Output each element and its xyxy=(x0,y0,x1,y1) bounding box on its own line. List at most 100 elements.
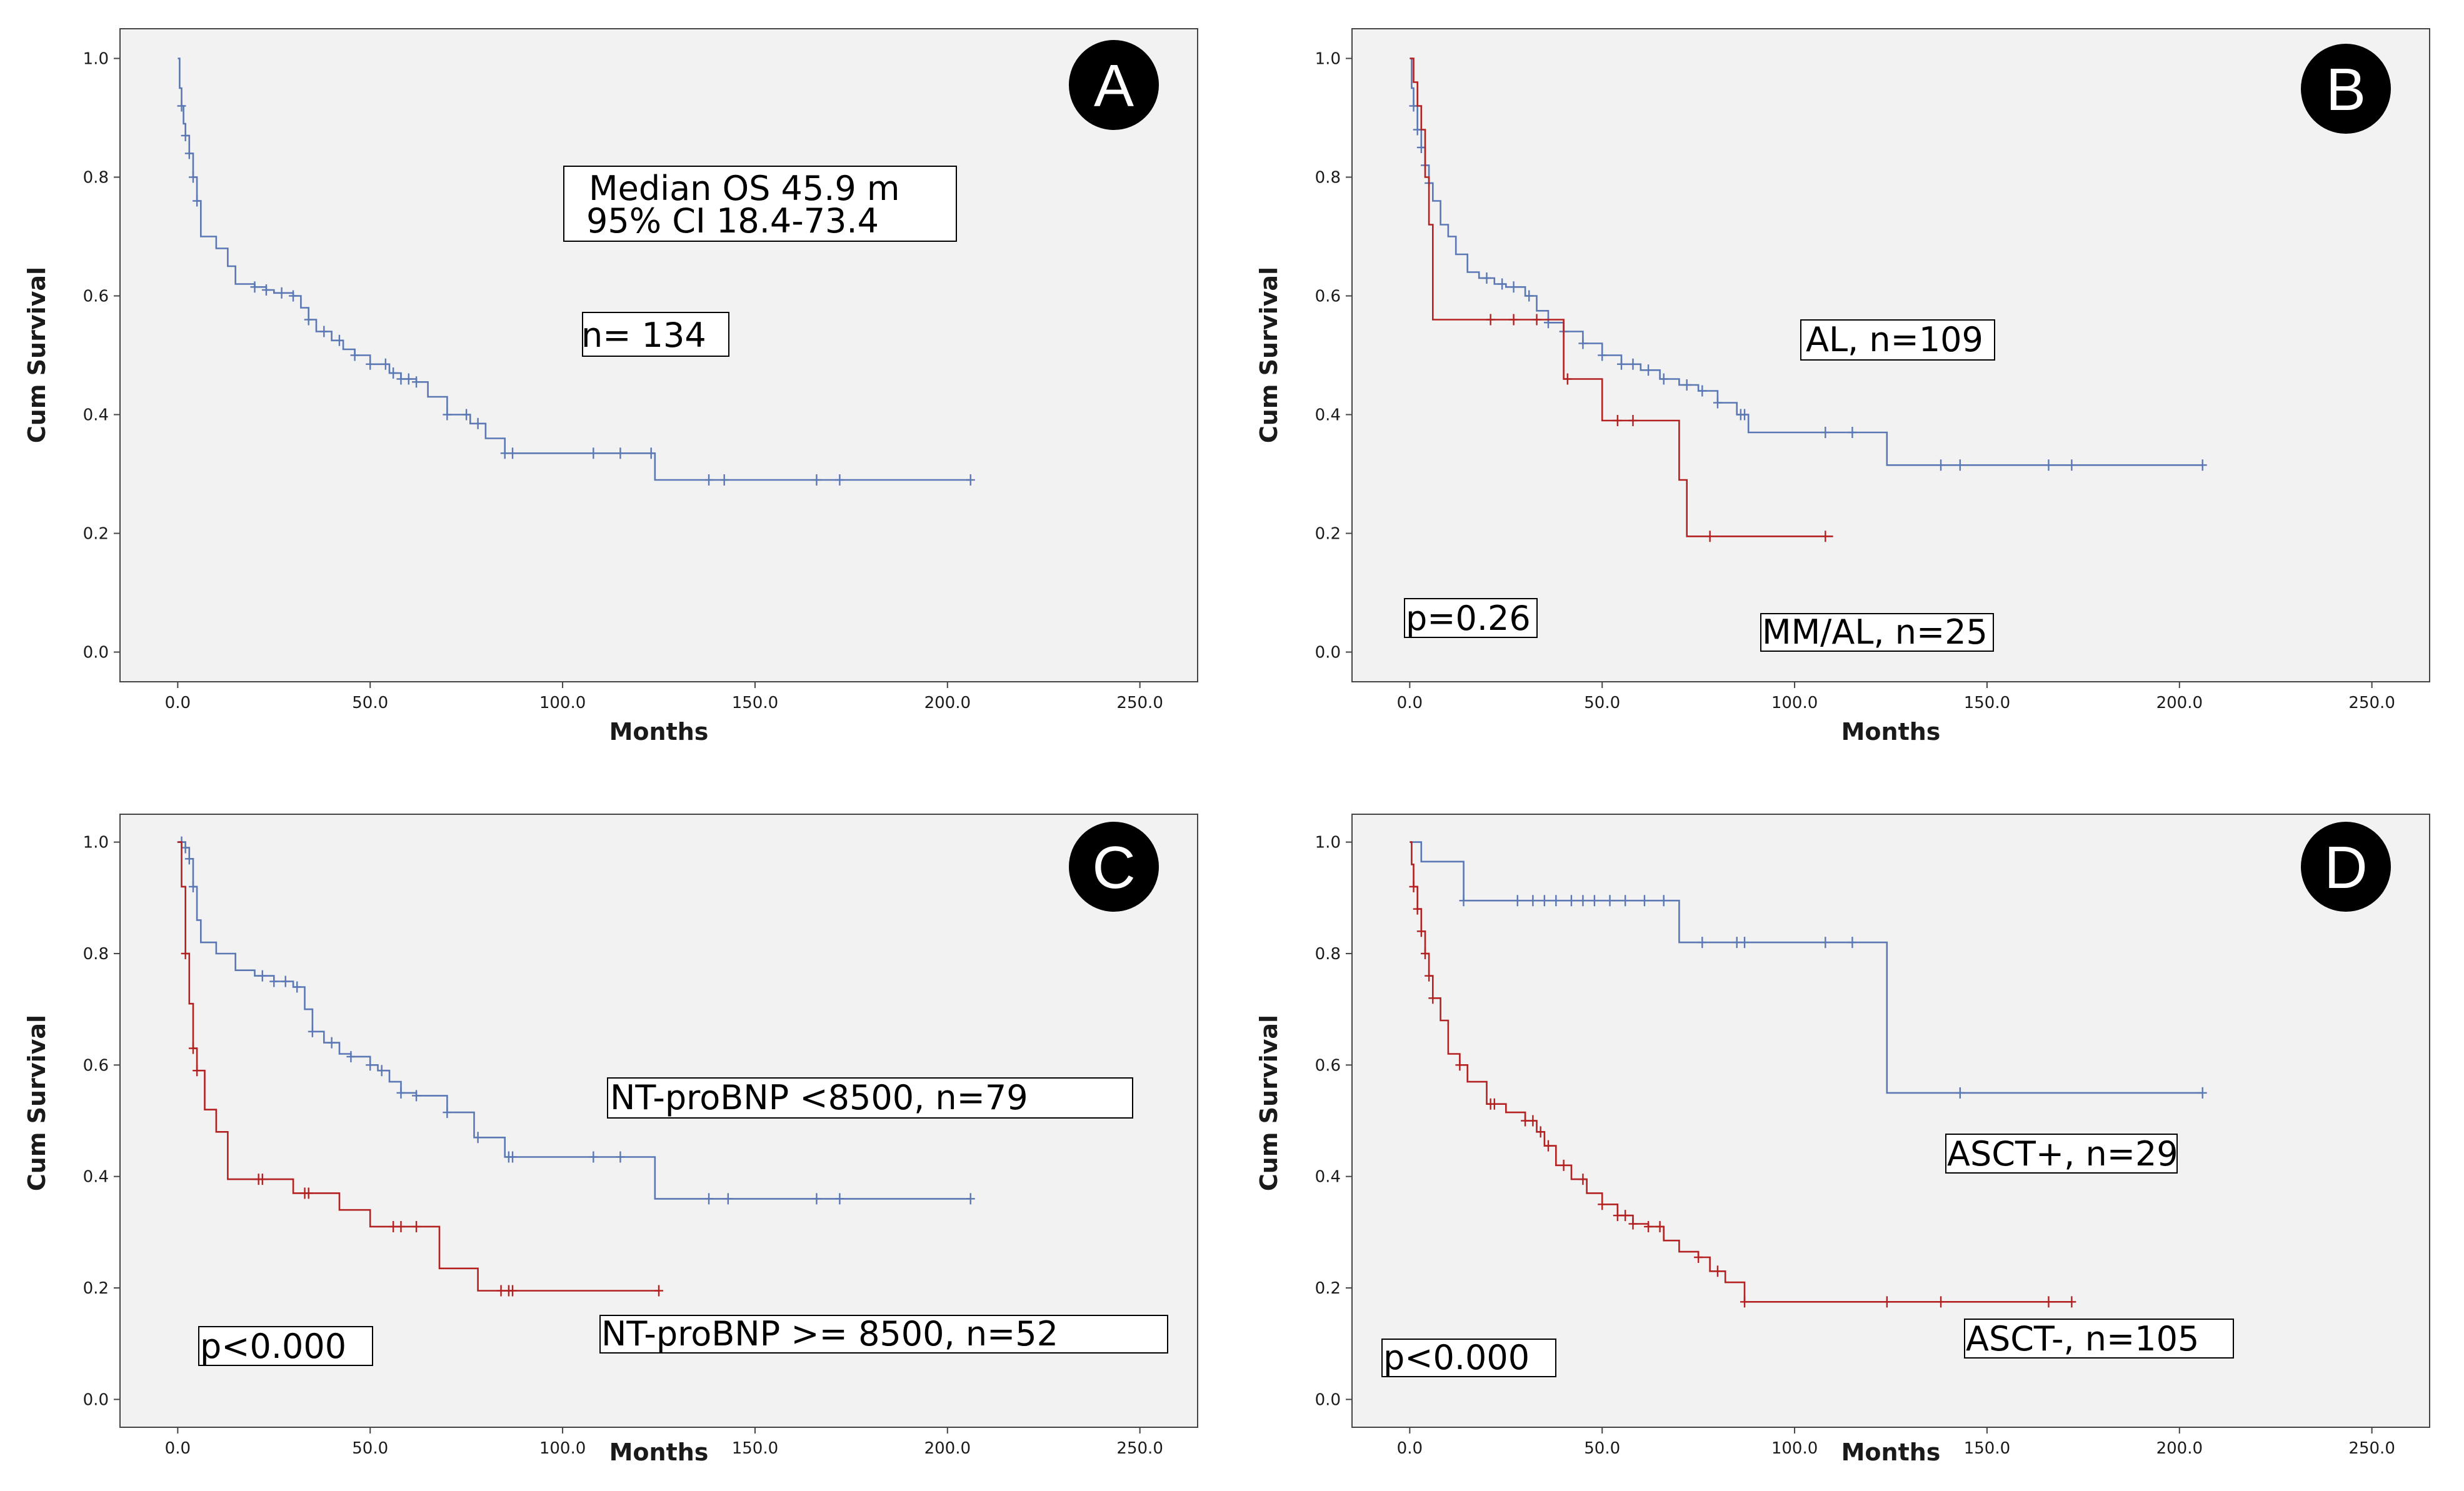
chart-a: 0.0 50.0 100.0 150.0 200.0 250.0 0.0 0.2 0.4 0.6 0… xyxy=(23,28,1198,746)
annotation-asct-minus: ASCT-, n=105 xyxy=(1964,1319,2234,1359)
annotation-median-os: Median OS 45.9 m 95% CI 18.4-73.4 xyxy=(563,166,957,242)
y-tick-label: 1.0 xyxy=(1315,50,1341,69)
x-tick-label: 250.0 xyxy=(2348,694,2395,712)
y-tick-label: 0.4 xyxy=(83,1168,109,1187)
annotation-asct-plus-text: ASCT+, n=29 xyxy=(1947,1134,2178,1174)
y-tick-label: 0.8 xyxy=(1315,169,1341,187)
y-axis-label: Cum Survival xyxy=(1255,1015,1283,1191)
annotation-al: AL, n=109 xyxy=(1800,319,1995,361)
x-tick-label: 200.0 xyxy=(924,694,971,712)
y-tick-label: 0.6 xyxy=(1315,287,1341,306)
y-tick-label: 0.2 xyxy=(1315,525,1341,544)
y-tick-label: 1.0 xyxy=(83,834,109,852)
y-tick-label: 0.8 xyxy=(1315,945,1341,964)
y-tick-label: 0.8 xyxy=(83,945,109,964)
x-tick-label: 50.0 xyxy=(352,1439,388,1458)
y-tick-label: 0.0 xyxy=(83,1390,109,1409)
y-tick-label: 0.0 xyxy=(83,644,109,662)
x-tick-label: 250.0 xyxy=(1116,1439,1163,1458)
survival-curve-blue xyxy=(178,841,971,1200)
x-tick-label: 50.0 xyxy=(352,694,388,712)
panel-badge-c: C xyxy=(1069,822,1159,912)
panel-letter: B xyxy=(2326,56,2366,123)
annotation-p-text: p<0.000 xyxy=(1383,1338,1530,1377)
km-panel-d: 0.0 50.0 100.0 150.0 200.0 250.0 0.0 0.2 0.4 0.6 0… xyxy=(1232,746,2464,1491)
y-tick-label: 0.4 xyxy=(1315,406,1341,425)
annotation-high-bnp-text: NT-proBNP >= 8500, n=52 xyxy=(601,1314,1058,1354)
series-layer xyxy=(1409,841,2207,1308)
x-tick-label: 100.0 xyxy=(539,694,586,712)
annotation-p-text: p=0.26 xyxy=(1406,599,1531,638)
x-tick-label: 200.0 xyxy=(924,1439,971,1458)
x-tick-label: 150.0 xyxy=(1964,1439,2010,1458)
y-tick-label: 1.0 xyxy=(83,50,109,69)
plot-area xyxy=(1351,814,2430,1428)
x-tick-label: 250.0 xyxy=(2348,1439,2395,1458)
chart-d: 0.0 50.0 100.0 150.0 200.0 250.0 0.0 0.2 0.4 0.6 0… xyxy=(1255,814,2430,1466)
series-layer xyxy=(177,57,975,486)
y-tick-label: 0.4 xyxy=(1315,1168,1341,1187)
annotation-p: p<0.000 xyxy=(1381,1338,1556,1377)
y-tick-label: 0.0 xyxy=(1315,644,1341,662)
x-tick-label: 0.0 xyxy=(165,1439,191,1458)
x-tick-label: 150.0 xyxy=(732,1439,778,1458)
annotation-line-2: 95% CI 18.4-73.4 xyxy=(586,201,879,241)
x-tick-label: 150.0 xyxy=(1964,694,2010,712)
panel-badge-a: A xyxy=(1069,40,1159,130)
km-panel-b: 0.0 50.0 100.0 150.0 200.0 250.0 0.0 0.2 0.4 0.6 0… xyxy=(1232,0,2464,746)
y-axis-label: Cum Survival xyxy=(23,1015,51,1191)
series-layer xyxy=(1409,57,2207,542)
km-panel-c: 0.0 50.0 100.0 150.0 200.0 250.0 0.0 0.2 0.4 0.6 0… xyxy=(0,746,1232,1491)
chart-b: 0.0 50.0 100.0 150.0 200.0 250.0 0.0 0.2 0.4 0.6 0… xyxy=(1255,28,2430,746)
y-tick-label: 0.2 xyxy=(83,525,109,544)
x-tick-label: 50.0 xyxy=(1584,694,1620,712)
annotation-n-text: n= 134 xyxy=(581,316,706,355)
x-tick-label: 0.0 xyxy=(1397,1439,1423,1458)
x-tick-label: 0.0 xyxy=(1397,694,1423,712)
annotation-p: p<0.000 xyxy=(198,1326,373,1366)
x-tick-label: 150.0 xyxy=(732,694,778,712)
x-tick-label: 50.0 xyxy=(1584,1439,1620,1458)
x-tick-label: 100.0 xyxy=(539,1439,586,1458)
y-tick-label: 0.6 xyxy=(1315,1056,1341,1075)
panel-letter: A xyxy=(1094,52,1134,119)
annotation-n: n= 134 xyxy=(581,312,729,357)
annotation-mm-al: MM/AL, n=25 xyxy=(1760,612,1994,652)
x-axis-label: Months xyxy=(609,1439,709,1466)
axes: 0.0 50.0 100.0 150.0 200.0 250.0 0.0 0.2 0.4 0.6 0… xyxy=(1315,834,2395,1458)
annotation-asct-minus-text: ASCT-, n=105 xyxy=(1966,1319,2199,1359)
y-tick-label: 1.0 xyxy=(1315,834,1341,852)
x-axis-label: Months xyxy=(1841,1439,1941,1466)
y-tick-label: 0.6 xyxy=(83,1056,109,1075)
chart-c: 0.0 50.0 100.0 150.0 200.0 250.0 0.0 0.2 0.4 0.6 0… xyxy=(23,814,1198,1466)
annotation-mm-al-text: MM/AL, n=25 xyxy=(1762,612,1988,652)
km-panel-a: 0.0 50.0 100.0 150.0 200.0 250.0 0.0 0.2 0.4 0.6 0… xyxy=(0,0,1232,746)
annotation-p: p=0.26 xyxy=(1404,598,1538,638)
annotation-al-text: AL, n=109 xyxy=(1806,320,1983,359)
x-tick-label: 200.0 xyxy=(2156,694,2203,712)
annotation-line-1: Median OS 45.9 m xyxy=(589,169,900,208)
x-tick-label: 100.0 xyxy=(1771,694,1818,712)
survival-curve-red xyxy=(1410,57,1833,537)
y-tick-label: 0.8 xyxy=(83,169,109,187)
annotation-p-text: p<0.000 xyxy=(200,1327,346,1366)
y-tick-label: 0.4 xyxy=(83,406,109,425)
axes: 0.0 50.0 100.0 150.0 200.0 250.0 0.0 0.2 0.4 0.6 0… xyxy=(1315,50,2395,713)
panel-letter: C xyxy=(1092,834,1135,901)
annotation-high-bnp: NT-proBNP >= 8500, n=52 xyxy=(599,1314,1168,1354)
panel-badge-d: D xyxy=(2301,822,2391,912)
x-axis-label: Months xyxy=(1841,718,1941,746)
annotation-asct-plus: ASCT+, n=29 xyxy=(1945,1134,2178,1174)
panel-letter: D xyxy=(2324,834,2367,901)
x-axis-label: Months xyxy=(609,718,709,746)
annotation-low-bnp-text: NT-proBNP <8500, n=79 xyxy=(610,1078,1028,1117)
y-tick-label: 0.2 xyxy=(83,1279,109,1298)
y-tick-label: 0.0 xyxy=(1315,1390,1341,1409)
x-tick-label: 0.0 xyxy=(165,694,191,712)
y-axis-label: Cum Survival xyxy=(1255,267,1283,443)
x-tick-label: 100.0 xyxy=(1771,1439,1818,1458)
x-tick-label: 200.0 xyxy=(2156,1439,2203,1458)
series-layer xyxy=(177,836,975,1297)
annotation-low-bnp: NT-proBNP <8500, n=79 xyxy=(607,1077,1133,1119)
y-tick-label: 0.2 xyxy=(1315,1279,1341,1298)
